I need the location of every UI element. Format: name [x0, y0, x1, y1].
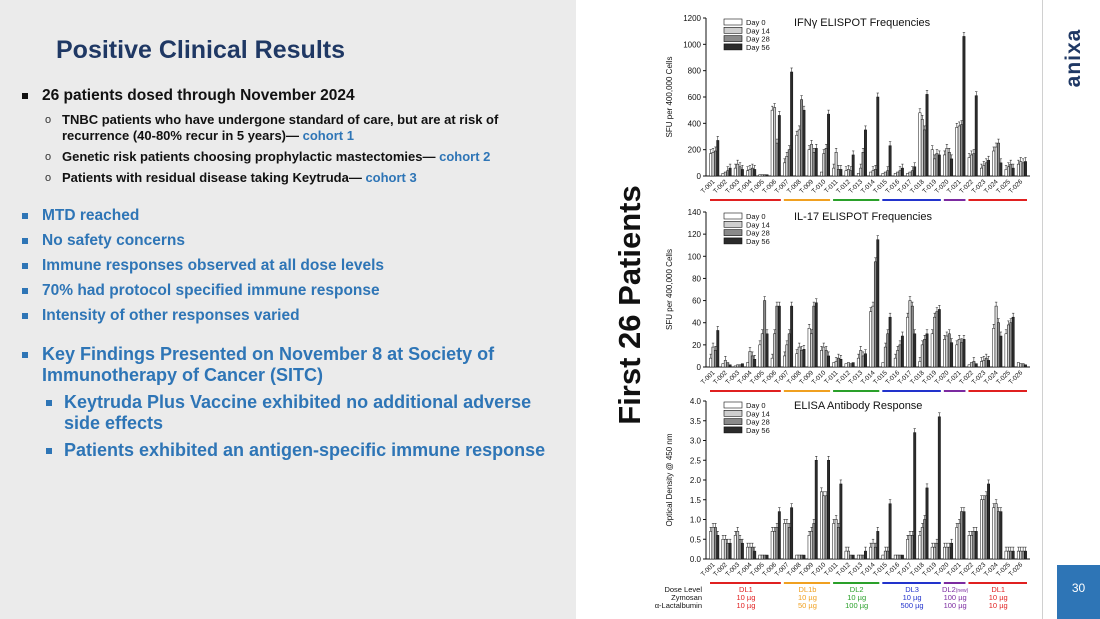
- finding-item: Patients exhibited an antigen-specific i…: [42, 440, 565, 461]
- cohort-desc: TNBC patients who have undergone standar…: [62, 112, 499, 143]
- text-panel: Positive Clinical Results 26 patients do…: [0, 0, 576, 619]
- bullet-key-findings-text: Key Findings Presented on November 8 at …: [42, 344, 495, 385]
- bullet-item: Intensity of other responses varied: [20, 306, 565, 326]
- page-number: 30: [1071, 581, 1086, 595]
- cohort-item: Patients with residual disease taking Ke…: [42, 170, 565, 186]
- page-number-box: 30: [1057, 565, 1100, 619]
- bullet-patients-dosed: 26 patients dosed through November 2024 …: [20, 86, 565, 186]
- bullet-item: No safety concerns: [20, 231, 565, 251]
- bullet-list: 26 patients dosed through November 2024 …: [20, 86, 565, 467]
- cohort-label: cohort 3: [365, 170, 417, 185]
- bullet-patients-dosed-text: 26 patients dosed through November 2024: [42, 87, 355, 104]
- logo-text: anixa: [1062, 28, 1085, 88]
- cohort-list: TNBC patients who have undergone standar…: [42, 112, 565, 186]
- chart-panel: [576, 0, 1100, 619]
- bullet-item: MTD reached: [20, 206, 565, 226]
- divider: [1042, 0, 1043, 619]
- slide-title: Positive Clinical Results: [56, 36, 345, 64]
- bullet-key-findings: Key Findings Presented on November 8 at …: [20, 344, 565, 461]
- cohort-label: cohort 1: [302, 128, 354, 143]
- vertical-label-wrap: First 26 Patients: [610, 160, 650, 450]
- company-logo: anixa: [1058, 20, 1090, 100]
- key-findings-list: Keytruda Plus Vaccine exhibited no addit…: [42, 392, 565, 461]
- finding-item: Keytruda Plus Vaccine exhibited no addit…: [42, 392, 565, 434]
- cohort-label: cohort 2: [439, 149, 491, 164]
- cohort-desc: Genetic risk patients choosing prophylac…: [62, 149, 436, 164]
- bullet-item: 70% had protocol specified immune respon…: [20, 281, 565, 301]
- cohort-desc: Patients with residual disease taking Ke…: [62, 170, 362, 185]
- vertical-label: First 26 Patients: [612, 185, 647, 425]
- cohort-item: Genetic risk patients choosing prophylac…: [42, 149, 565, 165]
- bullet-item: Immune responses observed at all dose le…: [20, 256, 565, 276]
- cohort-item: TNBC patients who have undergone standar…: [42, 112, 565, 144]
